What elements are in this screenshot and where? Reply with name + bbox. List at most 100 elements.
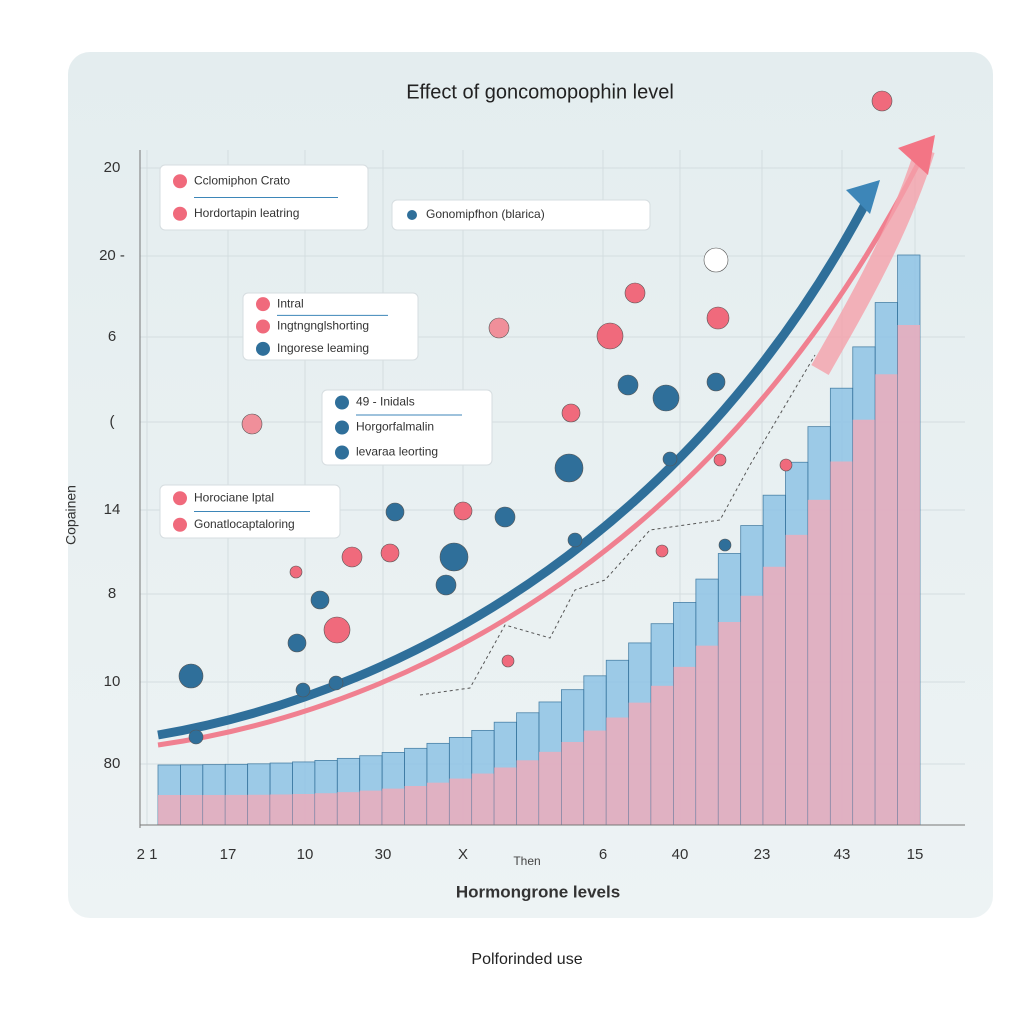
bar-overlay [494, 767, 517, 825]
molecule-dot [435, 574, 457, 596]
legend-label: Hordortapin leatring [194, 206, 299, 220]
x-axis-label: Hormongrone levels [456, 882, 620, 901]
pink-arrow [898, 135, 935, 175]
bar-overlay [292, 793, 315, 825]
y-tick-label: 80 [104, 755, 121, 772]
y-axis-label: Copainen [63, 485, 79, 545]
molecule-dot [596, 322, 624, 350]
footer: Polforinded use [471, 951, 582, 968]
bar-overlay [785, 534, 808, 825]
legend-marker [173, 491, 187, 506]
bar-overlay [382, 788, 405, 825]
dotted-line [419, 354, 816, 696]
legend-label: 49 - Inidals [356, 395, 415, 409]
bar-overlay [763, 566, 786, 825]
molecule-dot [501, 654, 515, 668]
legend-label: Horgorfalmalin [356, 420, 434, 434]
legend-marker [173, 517, 187, 532]
legend-marker [173, 206, 187, 221]
molecule-dot [655, 544, 669, 558]
bar-overlay [807, 499, 831, 825]
bar-overlay [718, 622, 741, 825]
molecule-dot [554, 453, 584, 483]
bar-overlay [158, 795, 181, 825]
molecule-dot [439, 542, 469, 572]
bar-overlay [247, 794, 271, 825]
legend-box [321, 389, 493, 466]
bar-overlay [740, 595, 764, 825]
molecule-dot [178, 663, 204, 689]
molecule-dot [341, 546, 363, 568]
molecule-dot [662, 451, 678, 467]
molecule-dot [713, 453, 727, 467]
x-tick-label: 23 [754, 846, 771, 863]
bar-overlay [852, 419, 876, 825]
molecule-dot [488, 317, 510, 339]
dots [178, 90, 893, 745]
legend-marker [256, 319, 270, 334]
molecule-dot [385, 502, 405, 522]
legend-marker [256, 341, 270, 356]
x-tick-label: 40 [672, 846, 689, 863]
y-tick-label: 20 [104, 159, 121, 176]
legend-label: Intral [277, 296, 304, 310]
bar-overlay [830, 461, 853, 825]
molecule-dot [624, 282, 646, 304]
molecule-dot [188, 729, 204, 745]
molecule-dot [706, 372, 726, 392]
x-tick-label: 17 [220, 846, 237, 863]
molecule-dot [718, 538, 732, 552]
bar-overlay [359, 790, 383, 825]
chart-title: Effect of goncomopophin level [406, 81, 674, 103]
x-tick-label: 6 [599, 846, 607, 863]
y-tick-label: 20 - [99, 247, 125, 264]
bars [157, 254, 921, 826]
legend-label: levaraa leorting [356, 445, 438, 459]
bar-overlay [673, 666, 696, 825]
legend-marker [407, 210, 417, 220]
molecule-dot [567, 532, 583, 548]
bar-overlay [516, 760, 539, 825]
molecule-dot [703, 247, 729, 273]
y-tick-label: 8 [108, 585, 116, 602]
pink-curve [157, 148, 928, 748]
legend-label: Cclomiphon Crato [194, 173, 290, 187]
bar-overlay [695, 645, 719, 825]
x-tick-label: X [458, 846, 468, 863]
y-tick-label: 10 [104, 673, 121, 690]
molecule-dot [779, 458, 793, 472]
y-tick-label: 6 [108, 328, 116, 345]
molecule-dot [706, 306, 730, 330]
molecule-dot [652, 384, 680, 412]
bar-overlay [202, 794, 226, 825]
legend-marker [335, 445, 349, 460]
legend-marker [335, 395, 349, 410]
molecule-dot [561, 403, 581, 423]
molecule-dot [289, 565, 303, 579]
bar-overlay [875, 374, 898, 825]
legend-label: Horociane lptal [194, 490, 274, 504]
bar-overlay [897, 325, 920, 825]
legend-marker [335, 420, 349, 435]
x-tick-label: 15 [907, 846, 924, 863]
molecule-dot [453, 501, 473, 521]
legend-box [242, 292, 419, 361]
legend-label: Ingtngnglshorting [277, 319, 369, 333]
bar-overlay [225, 794, 248, 825]
x-note: Then [513, 854, 540, 868]
y-tick-label: ( [110, 413, 115, 430]
legend-label: Gonomipfhon (blarica) [426, 207, 545, 221]
molecule-dot [380, 543, 400, 563]
bar-overlay [583, 730, 607, 825]
bar-overlay [404, 785, 427, 825]
pink-band [811, 147, 935, 375]
molecule-dot [287, 633, 307, 653]
molecule-dot [328, 675, 344, 691]
molecule-dot [494, 506, 516, 528]
bar-overlay [471, 773, 495, 825]
bar-overlay [561, 741, 584, 825]
x-tick-label: 30 [375, 846, 392, 863]
legend-box [391, 199, 651, 231]
